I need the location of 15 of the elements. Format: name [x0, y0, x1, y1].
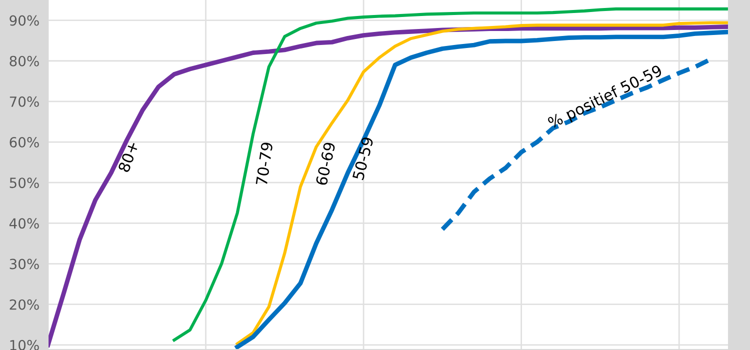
text: 50-59: [352, 136, 374, 180]
y-tick-label: 60%: [10, 137, 39, 148]
y-tick-label: 10%: [10, 340, 39, 350]
y-tick-label: 70%: [10, 96, 39, 107]
y-tick-label: 80%: [10, 56, 39, 66]
y-tick-label: 40%: [9, 218, 39, 229]
line-series: [172, 7, 728, 342]
y-tick-label: 20%: [10, 299, 39, 310]
text: 60-69: [315, 142, 336, 186]
y-tick-label: 50%: [10, 178, 39, 188]
y-tick-label: 30%: [10, 258, 39, 270]
text: 70-79: [256, 142, 273, 186]
y-tick-label: 90%: [10, 15, 39, 26]
line-series: [48, 24, 728, 348]
text: 80+: [118, 140, 139, 173]
